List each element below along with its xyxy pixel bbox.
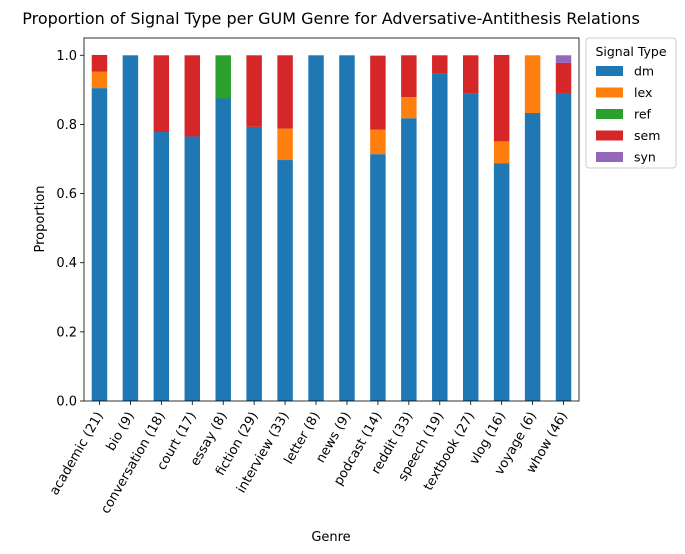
y-tick-label: 0.4 [56, 256, 77, 271]
bar-segment-sem [432, 55, 448, 74]
y-tick-label: 1.0 [56, 49, 77, 64]
y-tick-label: 0.0 [56, 395, 77, 410]
bar-segment-dm [277, 160, 293, 401]
bar-segment-dm [184, 136, 201, 401]
bar-segment-lex [401, 97, 417, 119]
plot-area [83, 37, 580, 402]
bar-segment-sem [277, 55, 293, 129]
legend-label-sem: sem [634, 128, 660, 143]
bar-segment-dm [153, 132, 170, 401]
legend-swatch-ref [596, 109, 623, 119]
legend-label-lex: lex [634, 85, 652, 100]
bar-segment-dm [122, 55, 139, 401]
chart-title: Proportion of Signal Type per GUM Genre … [22, 9, 640, 28]
bar-segment-sem [401, 55, 417, 98]
legend-swatch-dm [596, 66, 623, 76]
bar-segment-ref [215, 55, 231, 99]
bar-segment-lex [91, 71, 108, 89]
bar-segment-lex [277, 128, 293, 161]
bar-segment-dm [524, 113, 541, 402]
bar-segment-sem [462, 55, 479, 94]
bar-segment-dm [370, 154, 386, 401]
y-tick-label: 0.6 [56, 187, 77, 202]
legend-swatch-syn [596, 152, 623, 162]
bar-segment-dm [555, 92, 572, 401]
plot-frame [83, 37, 580, 402]
bar-segment-lex [370, 129, 386, 155]
legend-title: Signal Type [595, 44, 666, 59]
bar-segment-dm [432, 73, 448, 402]
bar-segment-sem [493, 54, 510, 142]
bar-segment-sem [370, 55, 386, 130]
legend-label-ref: ref [634, 107, 652, 122]
bar-segment-dm [339, 55, 355, 401]
legend-items: dm lex ref sem syn [596, 64, 660, 165]
legend-label-syn: syn [634, 150, 656, 165]
bar-segment-dm [462, 93, 479, 401]
y-axis-title: Proportion [33, 185, 48, 252]
y-tick-label: 0.8 [56, 118, 77, 133]
legend-swatch-sem [596, 130, 623, 141]
x-axis-title: Genre [311, 530, 350, 545]
legend: Signal Type dm lex ref sem syn [585, 37, 677, 169]
bar-segment-sem [184, 55, 201, 137]
bar-segment-syn [555, 55, 572, 63]
bar-segment-lex [493, 141, 510, 164]
y-tick-label: 0.2 [56, 325, 77, 340]
x-tick-label: academic (21) [47, 410, 107, 499]
x-axis: academic (21)bio (9)conversation (18)cou… [47, 401, 571, 516]
bar-segment-dm [91, 88, 108, 401]
legend-label-dm: dm [634, 64, 654, 79]
bar-segment-sem [153, 55, 170, 133]
bar-segment-dm [493, 163, 510, 401]
y-axis: 0.0 0.2 0.4 0.6 0.8 1.0 [56, 49, 84, 410]
bar-segment-dm [401, 118, 417, 402]
bar-segment-sem [246, 55, 262, 127]
x-tick-label: bio (9) [104, 410, 138, 454]
bar-segment-dm [246, 126, 262, 401]
bar-segment-sem [555, 62, 572, 93]
bar-segment-lex [524, 55, 541, 114]
bar-segment-dm [215, 98, 231, 401]
bar-segment-dm [308, 55, 324, 401]
bar-segment-sem [91, 54, 108, 72]
legend-swatch-lex [596, 87, 623, 98]
